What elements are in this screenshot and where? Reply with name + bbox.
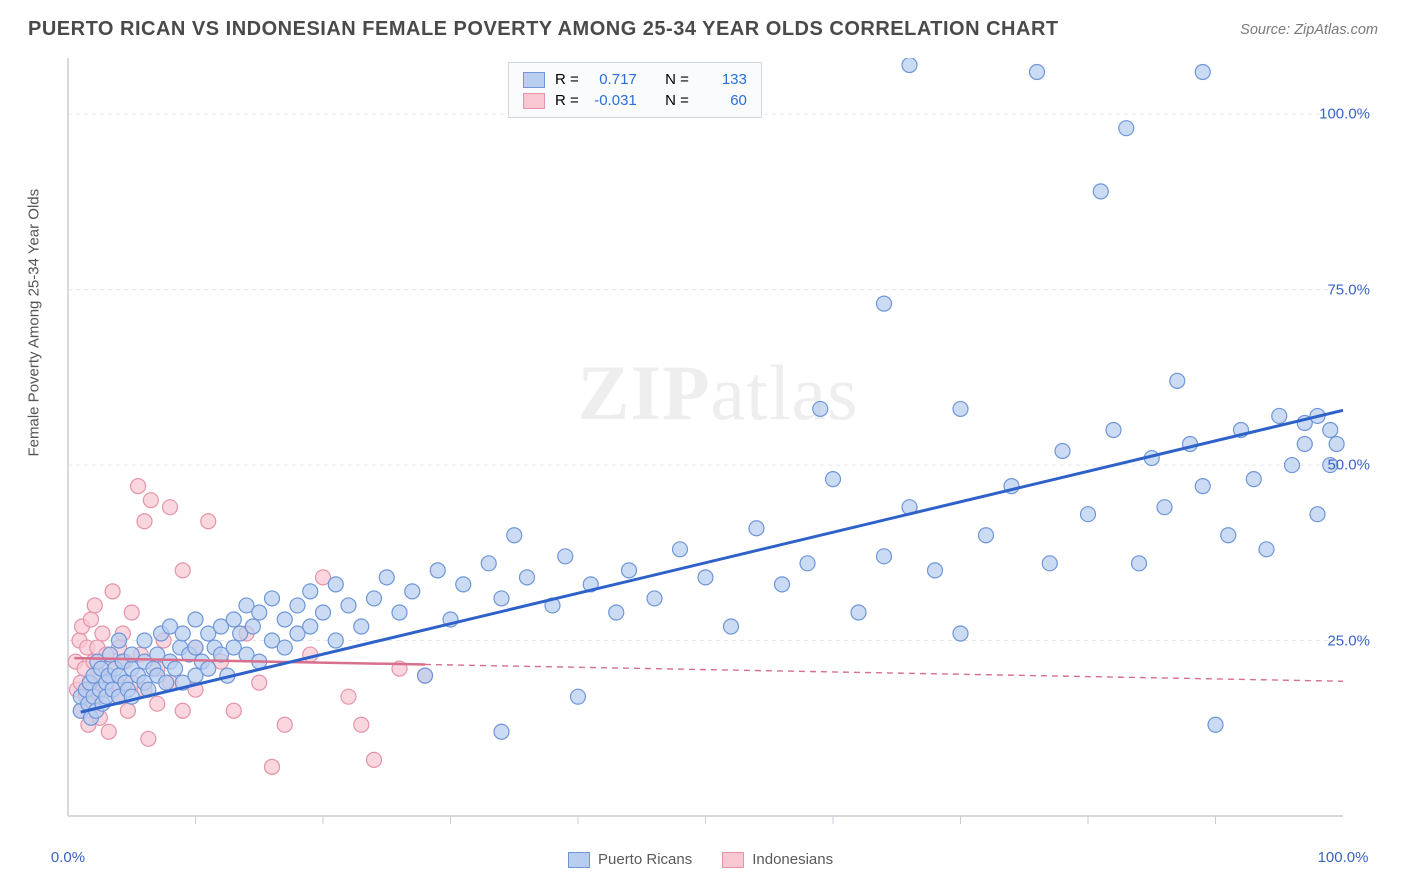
swatch-id xyxy=(523,93,545,109)
scatter-plot xyxy=(58,58,1378,838)
chart-container: Female Poverty Among 25-34 Year Olds ZIP… xyxy=(58,58,1378,838)
n-value-id: 60 xyxy=(699,92,747,109)
n-value-pr: 133 xyxy=(699,71,747,88)
y-tick-label: 50.0% xyxy=(1327,457,1370,474)
swatch-id-icon xyxy=(722,852,744,868)
correlation-legend: R = 0.717 N = 133 R = -0.031 N = 60 xyxy=(508,62,762,118)
r-value-pr: 0.717 xyxy=(589,71,637,88)
legend-row-pr: R = 0.717 N = 133 xyxy=(523,69,747,90)
y-tick-label: 100.0% xyxy=(1319,106,1370,123)
swatch-pr xyxy=(523,72,545,88)
swatch-pr-icon xyxy=(568,852,590,868)
x-tick-label: 0.0% xyxy=(51,849,85,866)
y-tick-label: 75.0% xyxy=(1327,281,1370,298)
legend-item-id: Indonesians xyxy=(722,851,833,868)
source-attribution: Source: ZipAtlas.com xyxy=(1240,22,1378,38)
y-tick-label: 25.0% xyxy=(1327,632,1370,649)
series-legend: Puerto Ricans Indonesians xyxy=(568,851,833,868)
y-axis-label: Female Poverty Among 25-34 Year Olds xyxy=(26,189,43,457)
x-tick-label: 100.0% xyxy=(1318,849,1369,866)
legend-item-pr: Puerto Ricans xyxy=(568,851,692,868)
r-value-id: -0.031 xyxy=(589,92,637,109)
legend-row-id: R = -0.031 N = 60 xyxy=(523,90,747,111)
chart-title: PUERTO RICAN VS INDONESIAN FEMALE POVERT… xyxy=(28,18,1059,41)
